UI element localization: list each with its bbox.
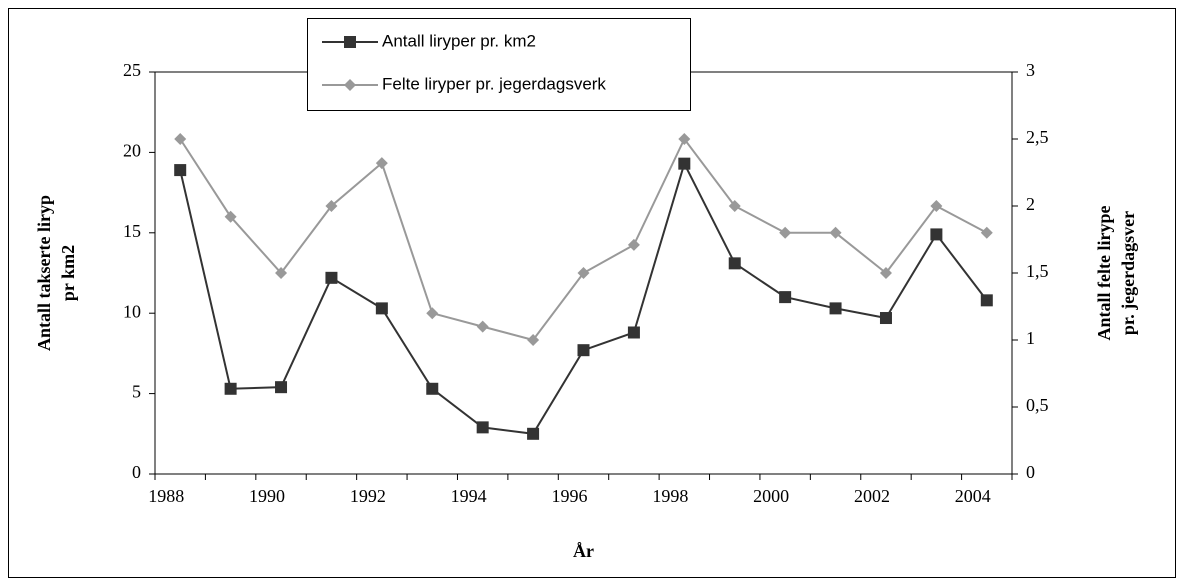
point (476, 320, 489, 333)
point (577, 344, 590, 357)
x-tick-label: 1988 (148, 486, 184, 506)
point (224, 210, 237, 223)
x-tick-label: 2004 (955, 486, 991, 506)
x-tick-label: 2000 (753, 486, 789, 506)
y2-tick-label: 2,5 (1026, 127, 1049, 147)
point (829, 226, 842, 239)
y2-tick-label: 0,5 (1026, 395, 1049, 415)
y2-tick-label: 1 (1026, 328, 1035, 348)
point (476, 421, 489, 434)
point (627, 238, 640, 251)
point (779, 226, 792, 239)
point (829, 302, 842, 315)
x-tick-label: 1998 (652, 486, 688, 506)
point (879, 312, 892, 325)
point (375, 302, 388, 315)
point (980, 226, 993, 239)
point (325, 271, 338, 284)
point (275, 267, 288, 279)
y-axis-label-line: pr km2 (58, 245, 78, 301)
x-axis-label: År (573, 541, 594, 561)
point (728, 257, 741, 270)
point (577, 267, 590, 279)
y2-tick-label: 1,5 (1026, 261, 1049, 281)
y-tick-label: 5 (132, 382, 141, 402)
point (678, 157, 691, 170)
y2-axis-label-line: pr. jegerdagsver (1118, 211, 1138, 335)
point (728, 200, 741, 212)
y-tick-label: 10 (123, 301, 141, 321)
point (678, 133, 691, 145)
y2-axis-label-line: Antall felte lirype (1094, 206, 1114, 341)
legend-box (307, 18, 691, 111)
y-axis-label-line: Antall takserte liryp (34, 195, 54, 351)
point (174, 133, 187, 145)
point (344, 79, 356, 91)
y2-tick-label: 0 (1026, 462, 1035, 482)
point (344, 36, 356, 48)
legend-label: Antall liryper pr. km2 (382, 31, 536, 50)
y-tick-label: 15 (123, 221, 141, 241)
point (375, 157, 388, 170)
y2-tick-label: 3 (1026, 60, 1035, 80)
x-tick-label: 1994 (451, 486, 487, 506)
x-tick-label: 1996 (552, 486, 588, 506)
point (779, 291, 792, 304)
point (224, 382, 237, 395)
x-tick-label: 1992 (350, 486, 386, 506)
y-axis-label: Antall takserte liryp pr km2 (34, 195, 78, 351)
point (930, 228, 943, 241)
point (930, 200, 943, 212)
x-tick-label: 1990 (249, 486, 285, 506)
y-tick-label: 20 (123, 141, 141, 161)
x-tick-label: 2002 (854, 486, 890, 506)
y2-tick-label: 2 (1026, 194, 1035, 214)
point (174, 164, 187, 177)
point (325, 200, 338, 212)
point (527, 427, 540, 440)
point (275, 381, 288, 394)
point (879, 267, 892, 279)
y2-axis-label: Antall felte lirype pr. jegerdagsver (1094, 206, 1138, 341)
y-tick-label: 0 (132, 462, 141, 482)
point (426, 307, 439, 320)
legend-label: Felte liryper pr. jegerdagsverk (382, 74, 606, 93)
point (426, 382, 439, 395)
point (627, 326, 640, 339)
y-tick-label: 25 (123, 60, 141, 80)
point (980, 294, 993, 307)
point (527, 334, 540, 346)
